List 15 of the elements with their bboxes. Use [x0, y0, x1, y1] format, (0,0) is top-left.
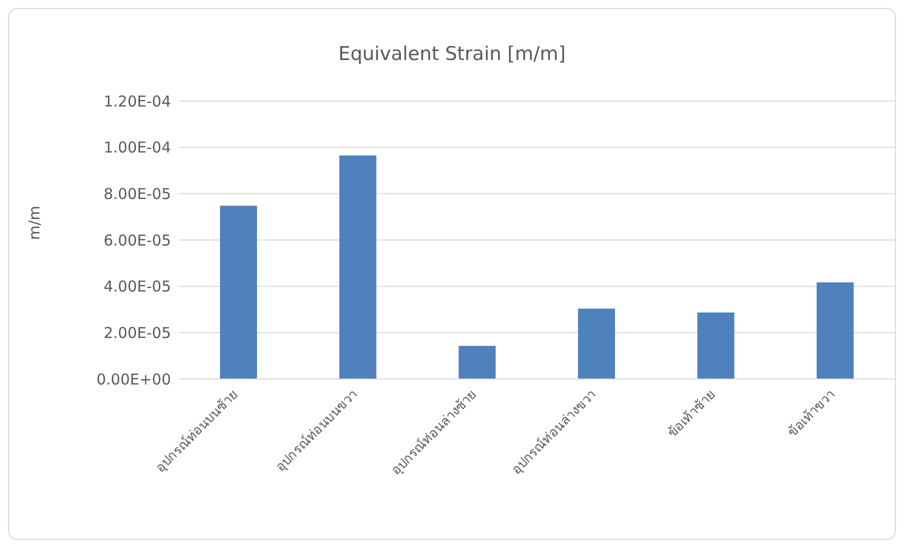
y-tick-label: 2.00E-05: [104, 324, 171, 342]
y-tick-label: 1.20E-04: [104, 92, 171, 110]
y-axis-title: m/m: [25, 206, 44, 240]
chart-title: Equivalent Strain [m/m]: [337, 43, 567, 65]
bar: [339, 155, 376, 379]
y-tick-label: 4.00E-05: [104, 278, 171, 296]
bar: [458, 346, 496, 379]
bar: [578, 308, 615, 379]
bar: [697, 312, 734, 379]
bar: [816, 282, 854, 379]
y-tick-label: 8.00E-05: [104, 184, 171, 203]
bar: [220, 206, 257, 379]
y-tick-label: 6.00E-05: [104, 231, 171, 250]
y-tick-label: 1.00E-04: [104, 138, 171, 157]
y-tick-label: 0.00E+00: [96, 370, 171, 388]
